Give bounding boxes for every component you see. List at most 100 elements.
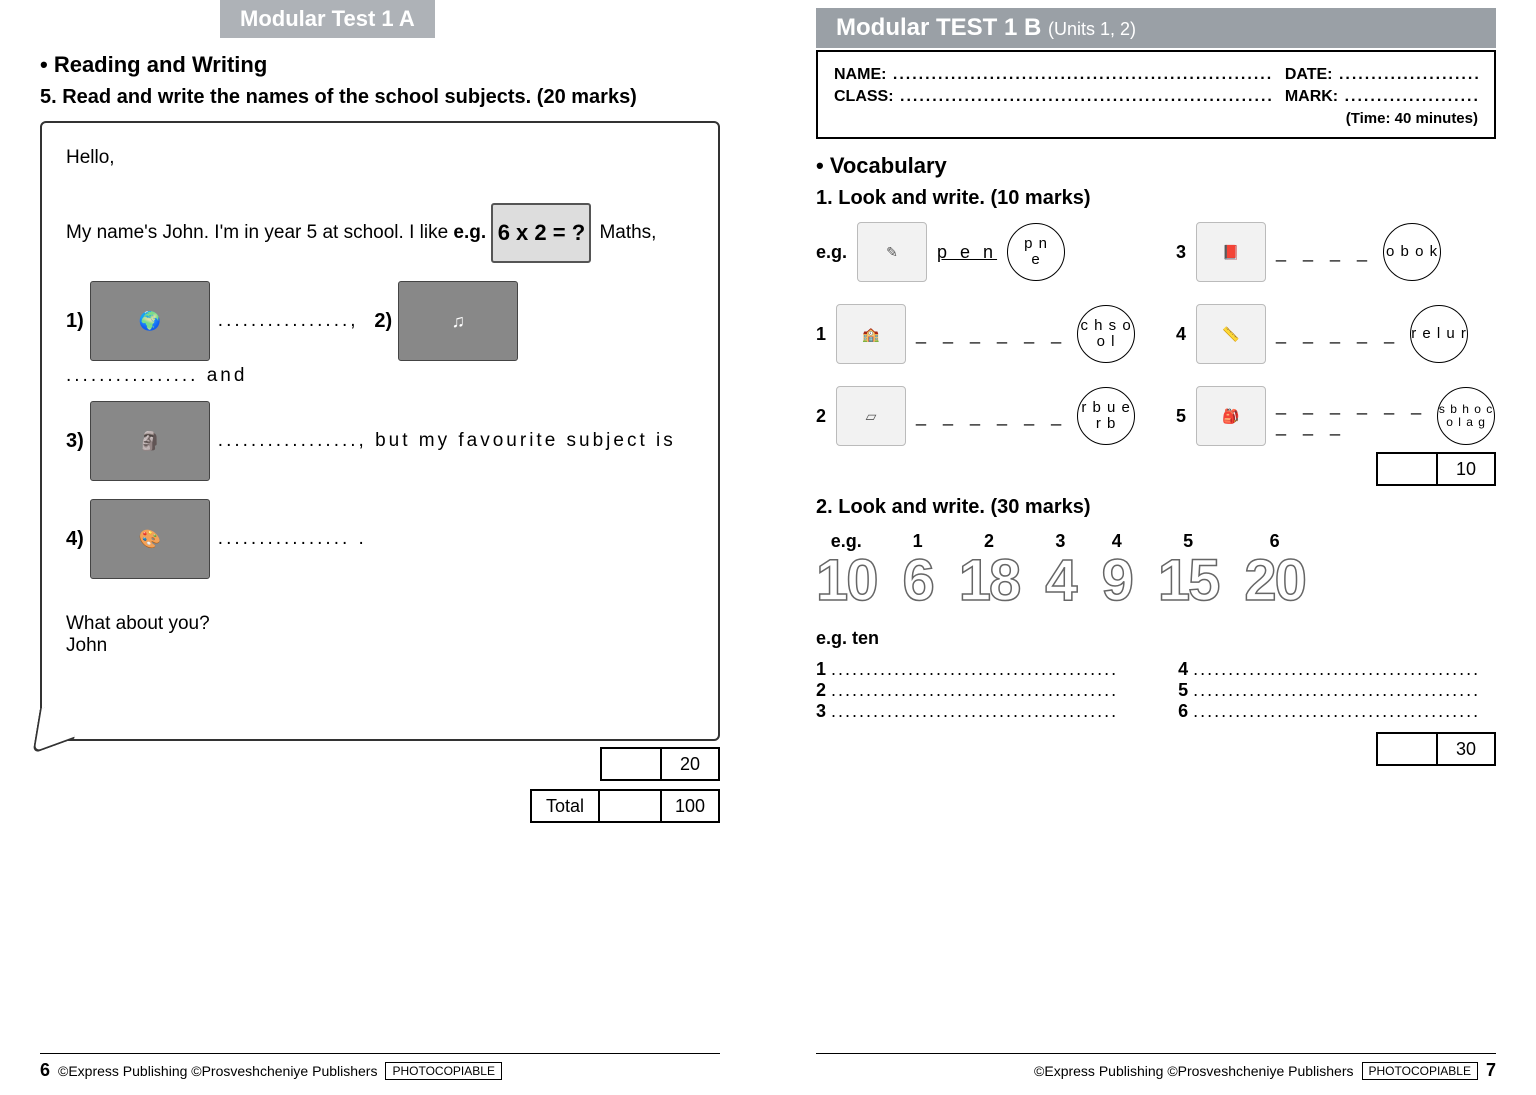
- music-image: ♫: [398, 281, 518, 361]
- rubber-icon: ▱: [836, 386, 906, 446]
- num-9: 9: [1102, 552, 1132, 610]
- vocab-3-blank[interactable]: _ _ _ _: [1276, 242, 1373, 263]
- vocab-item-2: 2 ▱ _ _ _ _ _ _ r b u e r b: [816, 386, 1136, 446]
- total-label: Total: [530, 789, 600, 823]
- vocab-4-blank[interactable]: _ _ _ _ _: [1276, 324, 1400, 345]
- page-right: Modular TEST 1 B (Units 1, 2) NAME: ....…: [776, 0, 1536, 1095]
- mark-label: MARK:: [1285, 88, 1338, 106]
- item-2-num: 2): [374, 310, 392, 333]
- vocab-item-1: 1 🏫 _ _ _ _ _ _ c h s o o l: [816, 304, 1136, 364]
- score-10-row: 10: [816, 452, 1496, 486]
- item-3-blank[interactable]: ................., but my favourite subj…: [218, 430, 676, 452]
- score-20-blank[interactable]: [600, 747, 660, 781]
- class-field[interactable]: ........................................…: [894, 88, 1272, 106]
- book-icon: 📕: [1196, 222, 1266, 282]
- info-box: NAME: ..................................…: [816, 50, 1496, 139]
- ans-2[interactable]: ........................................…: [831, 680, 1118, 700]
- score-10-blank[interactable]: [1376, 452, 1436, 486]
- photocopiable-left: PHOTOCOPIABLE: [385, 1062, 501, 1080]
- ans-2-n: 2: [816, 680, 826, 700]
- item-1-blank[interactable]: ................,: [218, 310, 359, 332]
- globe-image: 🌍: [90, 281, 210, 361]
- time-note: (Time: 40 minutes): [834, 110, 1478, 127]
- vocab-5-blank[interactable]: _ _ _ _ _ __ _ _: [1276, 395, 1427, 437]
- circle-pen: p ne: [1007, 223, 1065, 281]
- num-18: 18: [959, 552, 1020, 610]
- vocab-4-num: 4: [1176, 324, 1186, 345]
- letter-closing-2: John: [66, 635, 694, 657]
- total-row: Total 100: [40, 789, 720, 823]
- num-15: 15: [1158, 552, 1219, 610]
- ans-6-n: 6: [1178, 701, 1188, 721]
- item-3-num: 3): [66, 430, 84, 453]
- ans-1[interactable]: ........................................…: [831, 659, 1118, 679]
- maths-tile: 6 x 2 = ?: [491, 203, 591, 263]
- page-left: Modular Test 1 A • Reading and Writing 5…: [0, 0, 760, 1095]
- header-1b-main: Modular TEST 1 B: [836, 14, 1041, 41]
- letter-row-4: 4) 🎨 ................ .: [66, 495, 694, 583]
- ans-1-n: 1: [816, 659, 826, 679]
- q2-instruction: 2. Look and write. (30 marks): [816, 496, 1496, 519]
- num-20: 20: [1244, 552, 1305, 610]
- item-2-blank[interactable]: ................ and: [66, 365, 247, 387]
- ans-3-n: 3: [816, 701, 826, 721]
- ans-5-n: 5: [1178, 680, 1188, 700]
- ans-5[interactable]: ........................................…: [1193, 680, 1480, 700]
- vocab-1-blank[interactable]: _ _ _ _ _ _: [916, 324, 1067, 345]
- ans-3[interactable]: ........................................…: [831, 701, 1118, 721]
- date-field[interactable]: ............................: [1333, 66, 1478, 84]
- section-vocabulary: • Vocabulary: [816, 153, 1496, 179]
- footer-left: 6 ©Express Publishing ©Prosveshcheniye P…: [40, 1053, 720, 1081]
- photocopiable-right: PHOTOCOPIABLE: [1362, 1062, 1478, 1080]
- score-30-row: 30: [816, 732, 1496, 766]
- date-label: DATE:: [1285, 66, 1333, 84]
- letter-row-1-2: 1) 🌍 ................, 2) ♫ ............…: [66, 277, 694, 387]
- num-6: 6: [903, 552, 933, 610]
- vocab-1-num: 1: [816, 324, 826, 345]
- item-1-num: 1): [66, 310, 84, 333]
- footer-right: ©Express Publishing ©Prosveshcheniye Pub…: [816, 1053, 1496, 1081]
- total-blank[interactable]: [600, 789, 660, 823]
- score-20: 20: [660, 747, 720, 781]
- score-30-blank[interactable]: [1376, 732, 1436, 766]
- mark-field[interactable]: ............................: [1338, 88, 1478, 106]
- schoolbag-icon: 🎒: [1196, 386, 1266, 446]
- vocab-eg-label: e.g.: [816, 242, 847, 263]
- ans-4[interactable]: ........................................…: [1193, 659, 1480, 679]
- letter-intro: My name's John. I'm in year 5 at school.…: [66, 222, 448, 244]
- letter-box: Hello, My name's John. I'm in year 5 at …: [40, 121, 720, 741]
- header-tab-1b: Modular TEST 1 B (Units 1, 2): [816, 8, 1496, 48]
- score-10: 10: [1436, 452, 1496, 486]
- circle-ruler: r e l u r: [1410, 305, 1468, 363]
- q2-answers: 1 ......................................…: [816, 659, 1496, 722]
- pen-icon: ✎: [857, 222, 927, 282]
- name-field[interactable]: ........................................…: [886, 66, 1271, 84]
- maths-word: Maths,: [599, 222, 656, 244]
- q1-instruction: 1. Look and write. (10 marks): [816, 187, 1496, 210]
- score-30: 30: [1436, 732, 1496, 766]
- header-1b-units: (Units 1, 2): [1048, 19, 1136, 39]
- vocab-item-5: 5 🎒 _ _ _ _ _ __ _ _ s b h o c o l a g: [1176, 386, 1496, 446]
- vocab-grid: e.g. ✎ p e n p ne 3 📕 _ _ _ _ o b o k 1 …: [816, 222, 1496, 446]
- circle-school: c h s o o l: [1077, 305, 1135, 363]
- item-4-num: 4): [66, 528, 84, 551]
- vocab-2-num: 2: [816, 406, 826, 427]
- letter-closing-1: What about you?: [66, 613, 694, 635]
- total-100: 100: [660, 789, 720, 823]
- circle-book: o b o k: [1383, 223, 1441, 281]
- num-10: 10: [816, 552, 877, 610]
- page-num-6: 6: [40, 1060, 50, 1081]
- letter-greeting: Hello,: [66, 147, 694, 169]
- vocab-5-num: 5: [1176, 406, 1186, 427]
- school-icon: 🏫: [836, 304, 906, 364]
- item-4-blank[interactable]: ................ .: [218, 528, 367, 550]
- vocab-2-blank[interactable]: _ _ _ _ _ _: [916, 406, 1067, 427]
- history-image: 🗿: [90, 401, 210, 481]
- ans-6[interactable]: ........................................…: [1193, 701, 1480, 721]
- copyright-right: ©Express Publishing ©Prosveshcheniye Pub…: [1034, 1063, 1353, 1079]
- q2-eg-answer: e.g. ten: [816, 628, 1496, 649]
- vocab-3-num: 3: [1176, 242, 1186, 263]
- ruler-icon: 📏: [1196, 304, 1266, 364]
- copyright-left: ©Express Publishing ©Prosveshcheniye Pub…: [58, 1063, 377, 1079]
- ans-4-n: 4: [1178, 659, 1188, 679]
